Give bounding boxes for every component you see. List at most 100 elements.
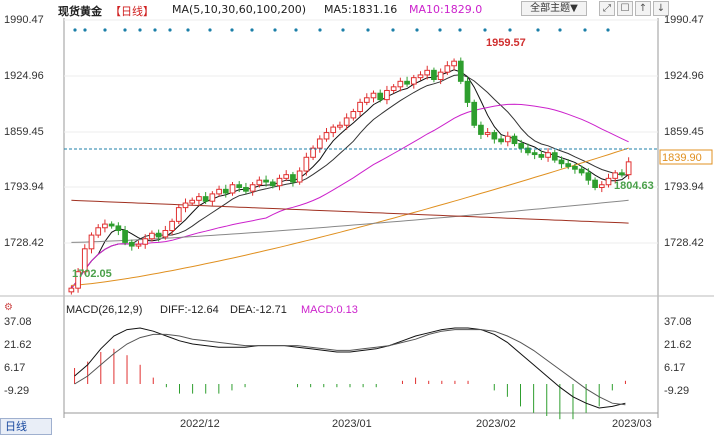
candle-body: [276, 177, 283, 187]
candle-body: [182, 202, 189, 209]
candle-body: [377, 92, 384, 101]
candle-body: [189, 199, 196, 204]
ma30-line: [71, 103, 629, 289]
candle-body: [592, 179, 598, 188]
candle-body: [619, 172, 625, 176]
candle-body: [115, 225, 122, 232]
candle-body: [484, 132, 491, 135]
candle-body: [558, 159, 565, 165]
candle-body: [431, 69, 437, 80]
expand-icon[interactable]: ⤢: [599, 1, 615, 16]
candle-body: [444, 65, 451, 73]
period-tab-daily[interactable]: 日线: [0, 418, 52, 435]
event-marker-dot: [186, 28, 190, 32]
candle-body: [605, 177, 612, 186]
theme-dropdown-button[interactable]: 全部主题▼: [521, 1, 587, 16]
ma100-line: [71, 199, 629, 243]
candle-body: [384, 89, 390, 101]
chart-header: 现货黄金 【日线】 MA(5,10,30,60,100,200) MA5:183…: [0, 0, 714, 18]
event-marker-dot: [168, 28, 172, 32]
event-marker-dot: [273, 28, 277, 32]
candle-body: [135, 243, 142, 247]
candle-body: [390, 86, 397, 91]
candle-body: [169, 220, 175, 232]
macd-dea-value: DEA:-12.71: [230, 304, 287, 316]
macd-settings-icon[interactable]: ⚙: [4, 302, 13, 313]
event-marker-dot: [583, 28, 587, 32]
candle-body: [296, 170, 303, 183]
candle-body: [108, 223, 115, 227]
period-label[interactable]: 【日线】: [110, 5, 154, 18]
candle-body: [229, 184, 236, 194]
candle-body: [222, 188, 229, 194]
macd-dea-line: [74, 329, 626, 406]
macd-tick-right-3: -9.29: [664, 385, 689, 397]
macd-tick-left-3: -9.29: [4, 385, 29, 397]
event-marker-dot: [208, 28, 212, 32]
event-marker-dot: [250, 28, 254, 32]
candle-body: [363, 97, 370, 103]
event-marker-dot: [508, 28, 512, 32]
macd-label[interactable]: MACD(26,12,9): [66, 304, 142, 316]
candle-body: [525, 147, 531, 154]
macd-tick-right-2: 6.17: [664, 362, 685, 374]
macd-tick-right-0: 37.08: [664, 316, 692, 328]
checkbox-icon[interactable]: ☐: [617, 1, 633, 16]
candle-body: [68, 287, 75, 293]
date-tick-0: 2022/12: [180, 418, 220, 430]
event-marker-dot: [230, 28, 234, 32]
candle-body: [249, 184, 256, 192]
candle-body: [196, 196, 202, 201]
ma5-value: MA5:1831.16: [324, 3, 398, 16]
candle-body: [337, 124, 343, 128]
candle-body: [263, 179, 269, 183]
candle-body: [578, 168, 585, 174]
high-annotation: 1959.57: [486, 37, 526, 49]
candle-body: [236, 184, 243, 188]
candle-body: [142, 238, 149, 245]
candle-body: [551, 152, 558, 161]
grid-lines: [64, 19, 658, 244]
candle-body: [585, 172, 592, 181]
candle-body: [612, 172, 619, 179]
macd-diff-value: DIFF:-12.64: [160, 304, 219, 316]
arrow-up-icon[interactable]: ↑: [635, 1, 651, 16]
macd-histogram-value: MACD:0.13: [301, 304, 358, 316]
ma10-line: [71, 74, 629, 289]
ma5-line: [71, 69, 629, 289]
candle-body: [303, 156, 310, 172]
price-tick-left-1: 1924.96: [4, 70, 44, 82]
candle-body: [162, 230, 169, 238]
price-tick-right-1: 1924.96: [664, 70, 704, 82]
event-marker-dot: [415, 28, 419, 32]
candle-body: [102, 223, 108, 229]
candle-body: [209, 193, 216, 202]
event-marker-dot: [294, 28, 298, 32]
event-marker-dot: [458, 28, 462, 32]
event-marker-dot: [123, 28, 127, 32]
event-marker-dot: [341, 28, 345, 32]
candle-body: [498, 138, 504, 143]
event-marker-dot: [366, 28, 370, 32]
candle-body: [330, 126, 337, 134]
event-marker-dot: [483, 28, 487, 32]
ma-settings-label[interactable]: MA(5,10,30,60,100,200): [172, 3, 307, 16]
macd-diff-line: [74, 327, 626, 409]
moving-average-lines: [71, 69, 629, 289]
candle-body: [417, 74, 424, 79]
arrow-down-icon[interactable]: ↓: [653, 1, 669, 16]
date-tick-3: 2023/03: [612, 418, 652, 430]
ma60-line: [71, 147, 629, 286]
candle-body: [269, 181, 276, 187]
candle-body: [243, 186, 249, 192]
candle-body: [471, 101, 478, 126]
candle-body: [283, 174, 290, 179]
macd-panel: [74, 327, 626, 420]
candle-body: [437, 71, 444, 80]
recent-low-annotation: 1804.63: [614, 180, 654, 192]
candle-body: [531, 152, 538, 156]
candle-body: [538, 154, 545, 158]
candle-body: [397, 80, 404, 88]
